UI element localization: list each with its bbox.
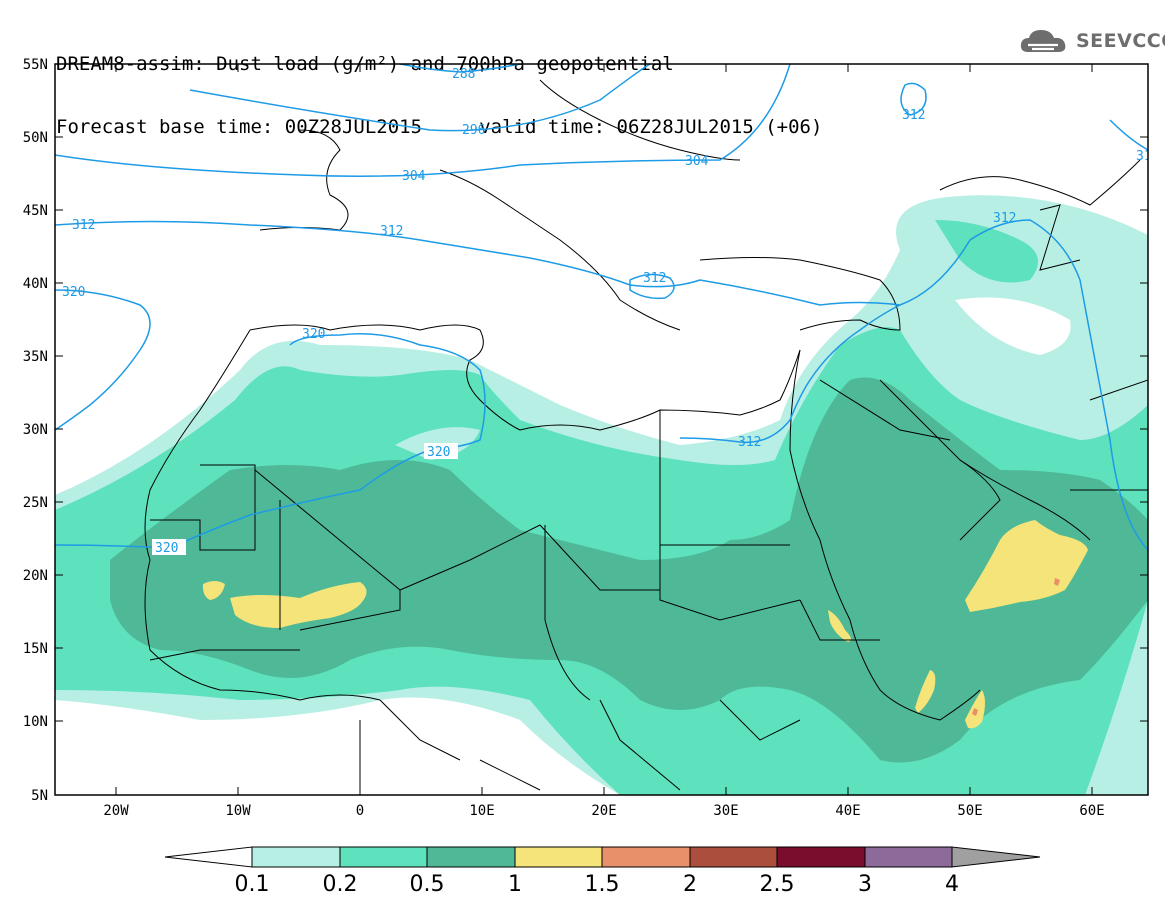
colorbar-swatch [514, 846, 603, 868]
lon-label: 20W [103, 803, 129, 819]
contour-label: 312 [643, 271, 666, 286]
dust-level-1-sahel [230, 582, 367, 628]
colorbar-label: 1.5 [584, 872, 620, 897]
contour-label: 288 [452, 67, 475, 82]
contour-312-east [900, 82, 927, 116]
colorbar-min-arrow [164, 846, 253, 868]
colorbar-label: 3 [858, 872, 872, 897]
lon-label: 10W [225, 803, 251, 819]
colorbar-swatch [426, 846, 516, 868]
contour-labels: 288 296 304 304 312 312 312 312 312 320 … [62, 67, 1159, 556]
contour-304 [55, 64, 791, 177]
colorbar-swatch [251, 846, 341, 868]
contour-label: 320 [302, 327, 325, 342]
colorbar-label: 0.5 [409, 872, 445, 897]
contour-label: 320 [155, 541, 178, 556]
lon-label: 60E [1079, 803, 1104, 819]
country-borders [144, 79, 1148, 795]
colorbar-label: 1 [508, 872, 522, 897]
contour-label: 312 [1136, 149, 1159, 164]
lat-label: 10N [23, 714, 48, 730]
contour-288 [399, 64, 521, 73]
contour-label: 320 [427, 445, 450, 460]
lat-label: 5N [31, 788, 48, 804]
lat-label: 20N [23, 568, 48, 584]
contour-label: 312 [738, 435, 761, 450]
colorbar-labels: 0.1 0.2 0.5 1 1.5 2 2.5 3 4 [0, 872, 1165, 902]
colorbar-swatch [776, 846, 866, 868]
colorbar-swatch [864, 846, 953, 868]
longitude-labels: 20W 10W 0 10E 20E 30E 40E 50E 60E [103, 803, 1104, 819]
lat-label: 25N [23, 495, 48, 511]
contour-label: 296 [462, 123, 485, 138]
contour-312-levant [679, 304, 901, 444]
contour-east-edge [1109, 119, 1148, 151]
contour-320-atlantic [55, 289, 151, 431]
contour-label: 304 [685, 154, 709, 169]
colorbar-swatch [601, 846, 691, 868]
lon-label: 0 [356, 803, 364, 819]
colorbar-max-arrow [951, 846, 1041, 868]
contour-label: 312 [902, 108, 925, 123]
contour-312-aegean [629, 273, 675, 300]
contour-label: 304 [402, 169, 426, 184]
contour-label: 320 [62, 285, 85, 300]
dust-level-0.5 [110, 377, 1148, 763]
seevccc-logo: SEEVCCC [1018, 26, 1165, 56]
lon-label: 20E [591, 803, 616, 819]
lon-label: 10E [469, 803, 494, 819]
lon-label: 40E [835, 803, 860, 819]
contour-296 [189, 64, 651, 132]
colorbar-label: 2.5 [759, 872, 795, 897]
dust-level-1.5-somalia [972, 708, 978, 716]
lat-label: 50N [23, 130, 48, 146]
colorbar [164, 846, 1041, 868]
lon-label: 50E [957, 803, 982, 819]
axis-ticks [55, 63, 1148, 796]
contour-label: 312 [380, 224, 403, 239]
dust-level-1-west [202, 581, 225, 600]
colorbar-swatch [689, 846, 778, 868]
contour-label: 312 [72, 218, 95, 233]
contour-312-west [55, 219, 1148, 551]
latitude-labels: 55N 50N 45N 40N 35N 30N 25N 20N 15N 10N … [23, 57, 48, 804]
colorbar-label: 0.2 [322, 872, 358, 897]
logo-text: SEEVCCC [1076, 30, 1165, 52]
lat-label: 30N [23, 422, 48, 438]
lat-label: 35N [23, 349, 48, 365]
lat-label: 55N [23, 57, 48, 73]
colorbar-label: 4 [945, 872, 959, 897]
colorbar-label: 0.1 [234, 872, 270, 897]
dust-level-1-redsea [828, 610, 851, 642]
dust-field: 288 296 304 304 312 312 312 312 312 320 … [55, 64, 1159, 795]
lat-label: 40N [23, 276, 48, 292]
colorbar-swatch [339, 846, 428, 868]
contour-label: 312 [993, 211, 1016, 226]
lat-label: 15N [23, 641, 48, 657]
lon-label: 30E [713, 803, 738, 819]
cloud-icon [1020, 30, 1066, 52]
dust-level-1.5-oman [1054, 578, 1060, 586]
colorbar-label: 2 [683, 872, 697, 897]
dust-level-1-oman [965, 520, 1088, 612]
title-line-2: Forecast base time: 00Z28JUL2015 valid t… [56, 116, 823, 138]
lat-label: 45N [23, 203, 48, 219]
dust-level-1-yemen [915, 670, 936, 713]
